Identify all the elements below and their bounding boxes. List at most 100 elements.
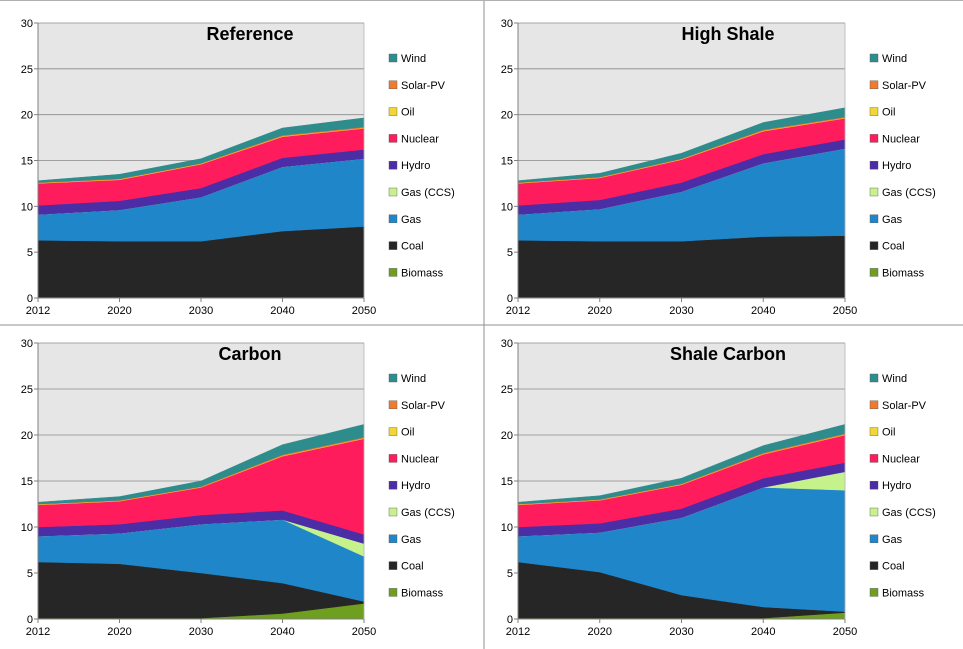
- y-tick-label: 20: [501, 110, 513, 122]
- legend-label-hydro: Hydro: [401, 160, 430, 172]
- chart-carbon: 0 5 10 15 20 25 30 2012 2020 2030 2040 2050 Carbon Wi…: [21, 338, 455, 638]
- x-tick-label: 2040: [270, 305, 294, 317]
- legend-swatch-gas: [869, 534, 879, 543]
- legend-label-gas-ccs: Gas (CCS): [882, 507, 936, 519]
- legend-swatch-biomass: [869, 268, 879, 277]
- legend: Wind Solar-PV Oil Nuclear Hydro Gas (CCS) Gas C…: [869, 373, 936, 599]
- legend-swatch-gas: [869, 214, 879, 224]
- legend: Wind Solar-PV Oil Nuclear Hydro Gas (CCS) Gas C…: [869, 53, 936, 279]
- legend: Wind Solar-PV Oil Nuclear Hydro Gas (CCS) Gas C…: [388, 373, 455, 599]
- y-tick-label: 30: [501, 338, 513, 350]
- legend-label-hydro: Hydro: [401, 480, 430, 492]
- legend-swatch-solar-pv: [388, 400, 398, 409]
- legend-label-gas: Gas: [882, 214, 903, 226]
- legend-label-oil: Oil: [882, 427, 895, 439]
- legend-swatch-solar-pv: [869, 80, 879, 90]
- y-tick-label: 10: [501, 201, 513, 213]
- legend-label-solar-pv: Solar-PV: [882, 400, 927, 412]
- x-tick-label: 2030: [189, 626, 213, 638]
- legend: Wind Solar-PV Oil Nuclear Hydro Gas (CCS) Gas C…: [388, 53, 455, 279]
- chart-high-shale: 0 5 10 15 20 25 30 2012 2020 2030 2040 2050 High Sha…: [501, 18, 936, 317]
- legend-label-wind: Wind: [401, 373, 426, 385]
- legend-label-gas: Gas: [401, 214, 422, 226]
- legend-swatch-gas: [388, 534, 398, 543]
- x-tick-label: 2040: [751, 626, 775, 638]
- legend-label-hydro: Hydro: [882, 160, 911, 172]
- y-tick-label: 30: [21, 18, 33, 30]
- legend-label-gas-ccs: Gas (CCS): [401, 187, 455, 199]
- legend-swatch-hydro: [388, 481, 398, 490]
- legend-label-coal: Coal: [401, 241, 424, 253]
- y-tick-label: 0: [507, 614, 513, 626]
- y-tick-label: 15: [21, 476, 33, 488]
- legend-swatch-gas-ccs: [869, 187, 879, 197]
- x-tick-label: 2050: [352, 305, 376, 317]
- x-tick-label: 2050: [352, 626, 376, 638]
- legend-label-gas: Gas: [401, 534, 422, 546]
- y-tick-label: 15: [21, 156, 33, 168]
- legend-swatch-coal: [388, 241, 398, 250]
- legend-label-oil: Oil: [401, 427, 414, 439]
- legend-label-nuclear: Nuclear: [882, 133, 920, 145]
- legend-swatch-oil: [869, 107, 879, 116]
- legend-label-solar-pv: Solar-PV: [882, 80, 927, 92]
- legend-label-biomass: Biomass: [882, 587, 925, 599]
- legend-swatch-nuclear: [869, 454, 879, 463]
- legend-swatch-gas: [388, 214, 398, 224]
- legend-label-nuclear: Nuclear: [401, 133, 439, 145]
- y-tick-label: 25: [21, 384, 33, 396]
- legend-swatch-oil: [388, 107, 398, 116]
- legend-swatch-gas-ccs: [388, 507, 398, 517]
- y-tick-label: 15: [501, 476, 513, 488]
- legend-label-coal: Coal: [882, 561, 905, 573]
- legend-label-gas: Gas: [882, 534, 903, 546]
- legend-swatch-biomass: [869, 588, 879, 597]
- legend-label-gas-ccs: Gas (CCS): [882, 187, 936, 199]
- legend-label-biomass: Biomass: [882, 267, 925, 279]
- x-tick-label: 2020: [107, 305, 131, 317]
- chart-title: Reference: [206, 24, 293, 44]
- chart-shale-carbon: 0 5 10 15 20 25 30 2012 2020 2030 2040 2050 Shale Ca…: [501, 338, 936, 638]
- legend-label-biomass: Biomass: [401, 587, 444, 599]
- y-tick-label: 20: [21, 430, 33, 442]
- y-tick-label: 20: [21, 110, 33, 122]
- x-tick-label: 2012: [26, 305, 50, 317]
- x-tick-label: 2040: [751, 305, 775, 317]
- x-tick-label: 2040: [270, 626, 294, 638]
- y-tick-label: 5: [27, 247, 33, 259]
- legend-label-nuclear: Nuclear: [882, 453, 920, 465]
- legend-swatch-nuclear: [388, 454, 398, 463]
- legend-label-solar-pv: Solar-PV: [401, 80, 446, 92]
- y-tick-label: 10: [501, 522, 513, 534]
- y-tick-label: 0: [507, 293, 513, 305]
- legend-swatch-hydro: [869, 481, 879, 490]
- y-tick-label: 25: [501, 64, 513, 76]
- x-tick-label: 2012: [26, 626, 50, 638]
- legend-swatch-oil: [869, 427, 879, 436]
- legend-label-wind: Wind: [882, 373, 907, 385]
- x-tick-label: 2020: [107, 626, 131, 638]
- y-tick-label: 0: [27, 293, 33, 305]
- x-tick-label: 2030: [669, 305, 693, 317]
- legend-swatch-biomass: [388, 268, 398, 277]
- legend-swatch-wind: [388, 373, 398, 383]
- y-tick-label: 5: [27, 568, 33, 580]
- legend-swatch-hydro: [388, 160, 398, 170]
- legend-label-wind: Wind: [401, 53, 426, 65]
- legend-swatch-wind: [388, 53, 398, 63]
- y-tick-label: 25: [21, 64, 33, 76]
- y-tick-label: 30: [501, 18, 513, 30]
- legend-swatch-nuclear: [388, 134, 398, 143]
- legend-label-coal: Coal: [882, 241, 905, 253]
- y-tick-label: 20: [501, 430, 513, 442]
- legend-swatch-wind: [869, 373, 879, 383]
- x-tick-label: 2012: [506, 305, 530, 317]
- legend-label-biomass: Biomass: [401, 267, 444, 279]
- y-tick-label: 15: [501, 156, 513, 168]
- legend-swatch-coal: [388, 561, 398, 570]
- chart-reference: 0 5 10 15 20 25 30 2012 2020 2030 2040 2050 Referenc…: [21, 18, 455, 317]
- legend-swatch-wind: [869, 53, 879, 63]
- legend-label-wind: Wind: [882, 53, 907, 65]
- chart-title: High Shale: [681, 24, 774, 44]
- legend-label-nuclear: Nuclear: [401, 453, 439, 465]
